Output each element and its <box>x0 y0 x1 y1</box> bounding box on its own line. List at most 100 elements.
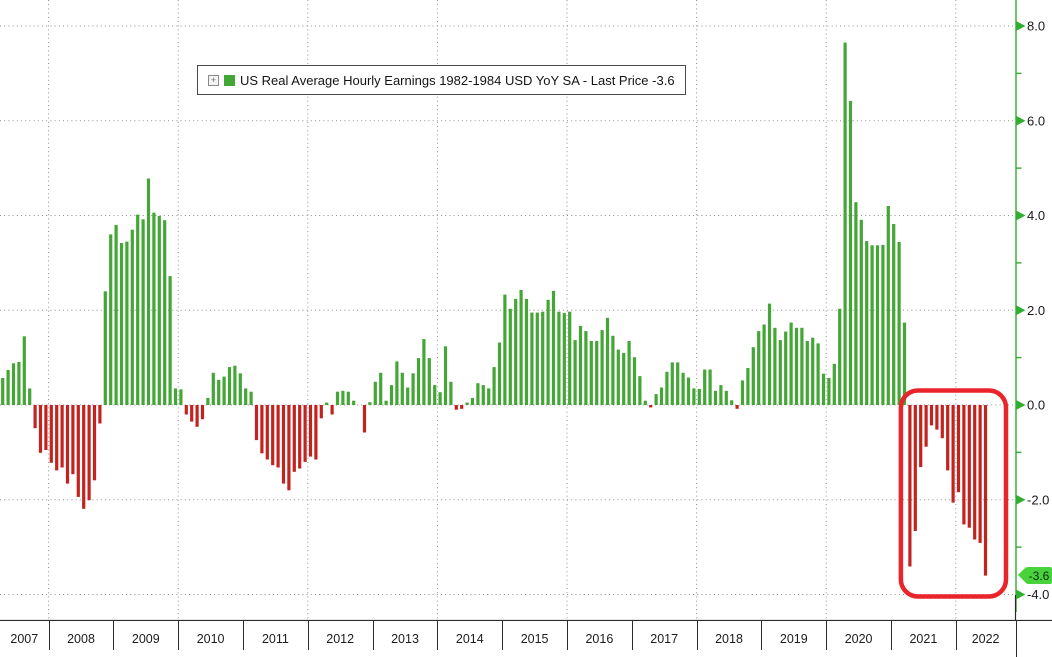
x-axis-year-label: 2017 <box>650 632 679 646</box>
bar-positive-month <box>222 376 226 405</box>
bar-negative-month <box>314 405 318 460</box>
y-axis-tick-label: 4.0 <box>1027 208 1045 223</box>
bar-positive-month <box>125 241 129 405</box>
x-axis-year-label: 2014 <box>455 632 484 646</box>
bar-positive-month <box>865 241 869 405</box>
bar-positive-month <box>103 291 107 405</box>
bar-positive-month <box>384 400 388 405</box>
bar-positive-month <box>17 361 21 405</box>
bar-negative-month <box>281 405 286 484</box>
bar-positive-month <box>438 392 442 405</box>
x-axis-year-label: 2007 <box>10 632 39 646</box>
bar-positive-month <box>870 245 874 405</box>
year-divider <box>631 621 633 650</box>
bar-positive-month <box>352 400 356 405</box>
year-divider <box>826 621 828 650</box>
bar-negative-month <box>919 405 923 468</box>
bar-positive-month <box>179 389 183 405</box>
bar-negative-month <box>929 405 934 426</box>
x-axis-year-label: 2022 <box>971 632 1000 646</box>
bar-positive-month <box>821 373 826 405</box>
bar-negative-month <box>38 405 43 453</box>
bar-positive-month <box>335 391 340 405</box>
bar-positive-month <box>373 381 377 405</box>
bar-positive-month <box>627 341 631 405</box>
bar-positive-month <box>670 362 674 405</box>
bar-positive-month <box>497 342 502 405</box>
bar-positive-month <box>730 400 734 405</box>
bar-positive-month <box>589 341 593 405</box>
bar-positive-month <box>805 341 809 405</box>
bar-positive-month <box>503 294 507 405</box>
bar-negative-month <box>60 405 64 468</box>
bar-negative-month <box>454 405 458 410</box>
bar-positive-month <box>751 347 755 405</box>
bar-positive-month <box>789 322 793 405</box>
y-axis-tick-label: 6.0 <box>1027 113 1045 128</box>
bar-positive-month <box>719 385 723 405</box>
legend-box[interactable]: + US Real Average Hourly Earnings 1982-1… <box>197 65 686 95</box>
x-axis-year-label: 2021 <box>909 632 938 646</box>
year-divider <box>307 621 309 650</box>
bar-negative-month <box>44 405 48 450</box>
bar-positive-month <box>600 330 604 405</box>
bar-positive-month <box>1 378 5 405</box>
bar-positive-month <box>816 343 820 405</box>
bar-negative-month <box>49 405 53 463</box>
bar-positive-month <box>427 358 431 405</box>
bar-positive-month <box>654 394 658 405</box>
bar-positive-month <box>686 377 691 405</box>
y-tick-arrow-icon <box>1016 305 1026 316</box>
bar-negative-month <box>265 405 269 460</box>
year-divider <box>955 621 957 650</box>
bar-positive-month <box>6 369 10 405</box>
bar-negative-month <box>287 405 291 491</box>
bar-positive-month <box>476 383 480 405</box>
bar-positive-month <box>605 317 610 405</box>
bar-positive-month <box>395 361 399 405</box>
bar-positive-month <box>859 219 863 405</box>
bar-negative-month <box>82 405 86 509</box>
bar-positive-month <box>146 178 151 405</box>
x-axis-strip: 2007 2008 2009 2010 2011 2012 2013 2014 2015 2016… <box>0 621 1052 657</box>
bar-positive-month <box>389 385 394 405</box>
y-tick-arrow-icon <box>1016 494 1026 505</box>
bar-negative-month <box>184 405 188 415</box>
bar-negative-month <box>292 405 296 472</box>
y-axis-tick-label: -4.0 <box>1027 587 1049 602</box>
bar-positive-month <box>902 322 907 405</box>
bar-positive-month <box>713 390 718 405</box>
bar-positive-month <box>238 373 242 405</box>
y-tick-arrow-icon <box>1016 115 1026 126</box>
bar-positive-month <box>573 340 577 405</box>
x-axis-year-label: 2010 <box>196 632 225 646</box>
bar-negative-month <box>33 405 37 429</box>
year-divider <box>761 621 763 650</box>
bar-positive-month <box>562 313 566 405</box>
year-divider <box>48 621 50 650</box>
bar-positive-month <box>406 387 410 405</box>
expand-icon[interactable]: + <box>208 74 219 86</box>
bar-positive-month <box>854 202 858 405</box>
bar-positive-month <box>762 324 766 405</box>
year-divider <box>1015 621 1017 657</box>
bar-negative-month <box>76 405 80 497</box>
bar-positive-month <box>557 311 561 405</box>
y-tick-arrow-icon <box>1016 400 1026 410</box>
bar-negative-month <box>956 405 961 493</box>
bar-positive-month <box>325 402 329 405</box>
bar-negative-month <box>260 405 264 454</box>
year-divider <box>696 621 698 650</box>
bar-positive-month <box>551 290 556 405</box>
bar-negative-month <box>195 405 199 427</box>
bar-positive-month <box>659 387 664 405</box>
bar-negative-month <box>308 405 313 457</box>
y-tick-arrow-icon <box>1016 589 1026 600</box>
year-divider <box>891 621 892 650</box>
bar-positive-month <box>379 372 383 405</box>
bar-negative-month <box>735 405 739 409</box>
bar-positive-month <box>28 388 32 405</box>
x-axis-year-label: 2013 <box>391 632 419 646</box>
bar-positive-month <box>794 327 799 405</box>
